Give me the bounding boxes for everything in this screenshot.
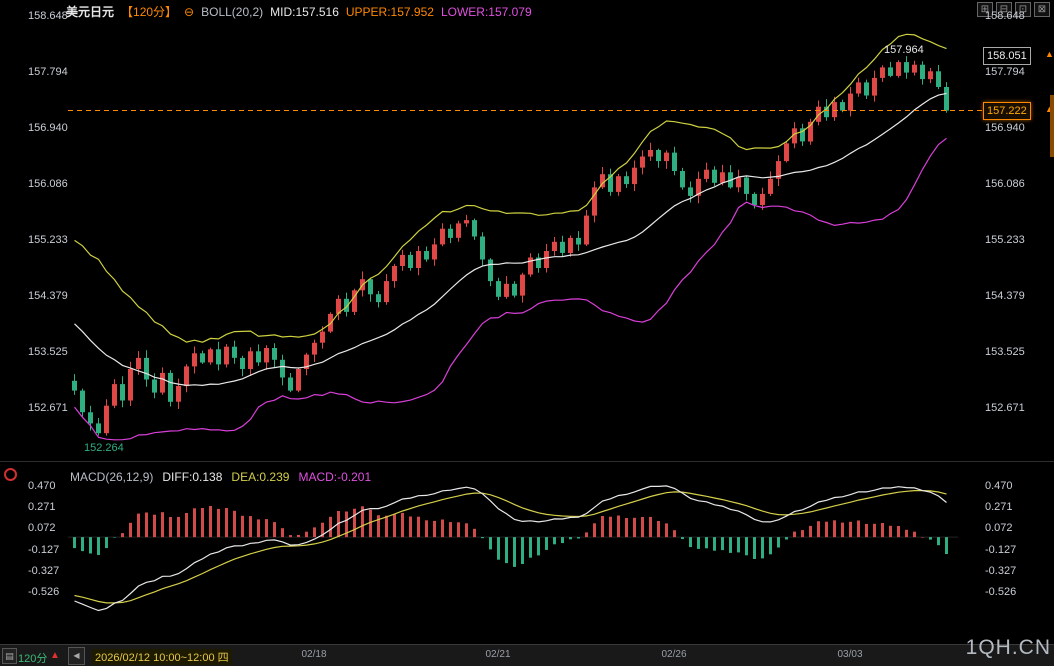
chart-canvas[interactable] xyxy=(0,0,1054,666)
indicator-cycle-icon[interactable] xyxy=(4,468,17,481)
price-axis-label: 152.671 xyxy=(985,402,1025,414)
time-axis-strip: ▤ 120分 ▲ ◀ 2026/02/12 10:00~12:00 四 02/1… xyxy=(0,644,1054,666)
macd-axis-label: 0.271 xyxy=(985,501,1013,513)
main-chart[interactable] xyxy=(0,0,1054,666)
price-axis-label: 153.525 xyxy=(28,346,68,358)
macd-axis-label: 0.470 xyxy=(985,480,1013,492)
macd-axis-label: -0.127 xyxy=(985,544,1016,556)
price-axis-label: 153.525 xyxy=(985,346,1025,358)
chart-header: 美元日元 【120分】 ⊖ BOLL(20,2) MID:157.516 UPP… xyxy=(66,3,532,20)
direction-up-icon: ▲ xyxy=(50,650,60,661)
price-range-indicator[interactable] xyxy=(1050,95,1054,157)
settings-icon[interactable]: ⊖ xyxy=(184,5,194,19)
price-axis-label: 157.794 xyxy=(985,66,1025,78)
high-annotation: 157.964 xyxy=(884,44,924,56)
macd-axis-label: -0.526 xyxy=(985,586,1016,598)
price-axis-label: 156.940 xyxy=(28,122,68,134)
menu-icon[interactable]: ▤ xyxy=(2,648,17,664)
last-price-badge: 157.222 xyxy=(983,102,1031,120)
boll-lower-value: LOWER:157.079 xyxy=(441,5,532,19)
period-label: 【120分】 xyxy=(121,3,177,20)
price-axis-label: 156.940 xyxy=(985,122,1025,134)
x-axis-tick: 02/21 xyxy=(485,649,510,660)
trading-chart-app: 美元日元 【120分】 ⊖ BOLL(20,2) MID:157.516 UPP… xyxy=(0,0,1054,666)
price-axis-label: 155.233 xyxy=(985,234,1025,246)
price-axis-label: 154.379 xyxy=(985,290,1025,302)
close-icon[interactable]: ⊠ xyxy=(1034,2,1050,17)
bar-datetime-label: 2026/02/12 10:00~12:00 四 xyxy=(92,649,232,665)
price-axis-label: 156.086 xyxy=(985,178,1025,190)
macd-diff-value: DIFF:0.138 xyxy=(162,470,222,484)
x-axis-tick: 02/26 xyxy=(661,649,686,660)
macd-axis-label: -0.526 xyxy=(28,586,59,598)
macd-axis-label: 0.072 xyxy=(985,522,1013,534)
macd-axis-label: 0.271 xyxy=(28,501,56,513)
price-axis-label: 155.233 xyxy=(28,234,68,246)
scroll-left-button[interactable]: ◀ xyxy=(68,647,85,665)
macd-axis-label: 0.072 xyxy=(28,522,56,534)
low-annotation: 152.264 xyxy=(84,442,124,454)
high-price-badge: 158.051 xyxy=(983,47,1031,65)
price-axis-label: 152.671 xyxy=(28,402,68,414)
boll-upper-value: UPPER:157.952 xyxy=(346,5,434,19)
macd-axis-label: -0.127 xyxy=(28,544,59,556)
macd-dea-value: DEA:0.239 xyxy=(231,470,289,484)
x-axis-tick: 03/03 xyxy=(837,649,862,660)
macd-value: MACD:-0.201 xyxy=(298,470,371,484)
macd-axis-label: 0.470 xyxy=(28,480,56,492)
boll-mid-value: MID:157.516 xyxy=(270,5,339,19)
boll-label: BOLL(20,2) xyxy=(201,5,263,19)
site-watermark: 1QH.CN xyxy=(966,636,1051,660)
up-arrow-icon: ▲ xyxy=(1045,49,1054,59)
macd-title: MACD(26,12,9) xyxy=(70,470,153,484)
macd-axis-label: -0.327 xyxy=(28,565,59,577)
symbol-title: 美元日元 xyxy=(66,3,114,20)
price-axis-label: 154.379 xyxy=(28,290,68,302)
macd-header: MACD(26,12,9) DIFF:0.138 DEA:0.239 MACD:… xyxy=(70,470,371,484)
price-axis-label: 157.794 xyxy=(28,66,68,78)
macd-axis-label: -0.327 xyxy=(985,565,1016,577)
period-tag[interactable]: 120分 xyxy=(18,650,47,666)
price-axis-label: 158.648 xyxy=(985,10,1025,22)
price-axis-label: 158.648 xyxy=(28,10,68,22)
x-axis-tick: 02/18 xyxy=(301,649,326,660)
price-axis-label: 156.086 xyxy=(28,178,68,190)
